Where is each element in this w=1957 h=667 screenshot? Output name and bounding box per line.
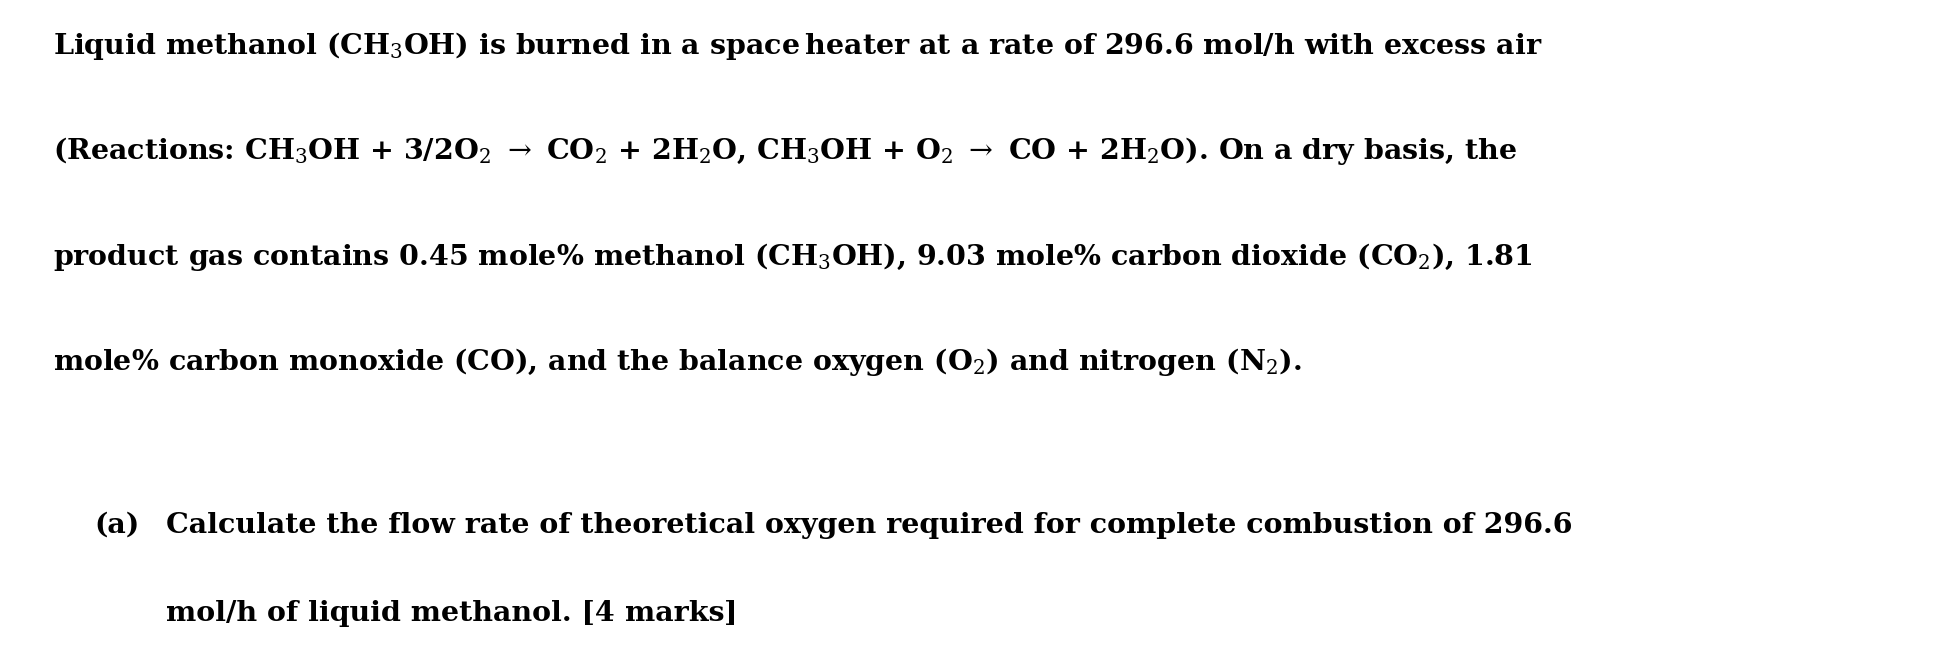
Text: (Reactions: CH$_3$OH + 3/2O$_2$ $\rightarrow$ CO$_2$ + 2H$_2$O, CH$_3$OH + O$_2$: (Reactions: CH$_3$OH + 3/2O$_2$ $\righta… xyxy=(53,135,1517,167)
Text: ]: ] xyxy=(724,600,738,626)
Text: (a): (a) xyxy=(94,512,139,538)
Text: mol/h of liquid methanol. [4: mol/h of liquid methanol. [4 xyxy=(166,600,624,626)
Text: mole% carbon monoxide (CO), and the balance oxygen (O$_2$) and nitrogen (N$_2$).: mole% carbon monoxide (CO), and the bala… xyxy=(53,346,1301,378)
Text: marks: marks xyxy=(624,600,724,626)
Text: Calculate the flow rate of theoretical oxygen required for complete combustion o: Calculate the flow rate of theoretical o… xyxy=(166,512,1571,538)
Text: Liquid methanol (CH$_3$OH) is burned in a space heater at a rate of 296.6 mol/h : Liquid methanol (CH$_3$OH) is burned in … xyxy=(53,30,1542,62)
Text: product gas contains 0.45 mole% methanol (CH$_3$OH), 9.03 mole% carbon dioxide (: product gas contains 0.45 mole% methanol… xyxy=(53,241,1530,273)
